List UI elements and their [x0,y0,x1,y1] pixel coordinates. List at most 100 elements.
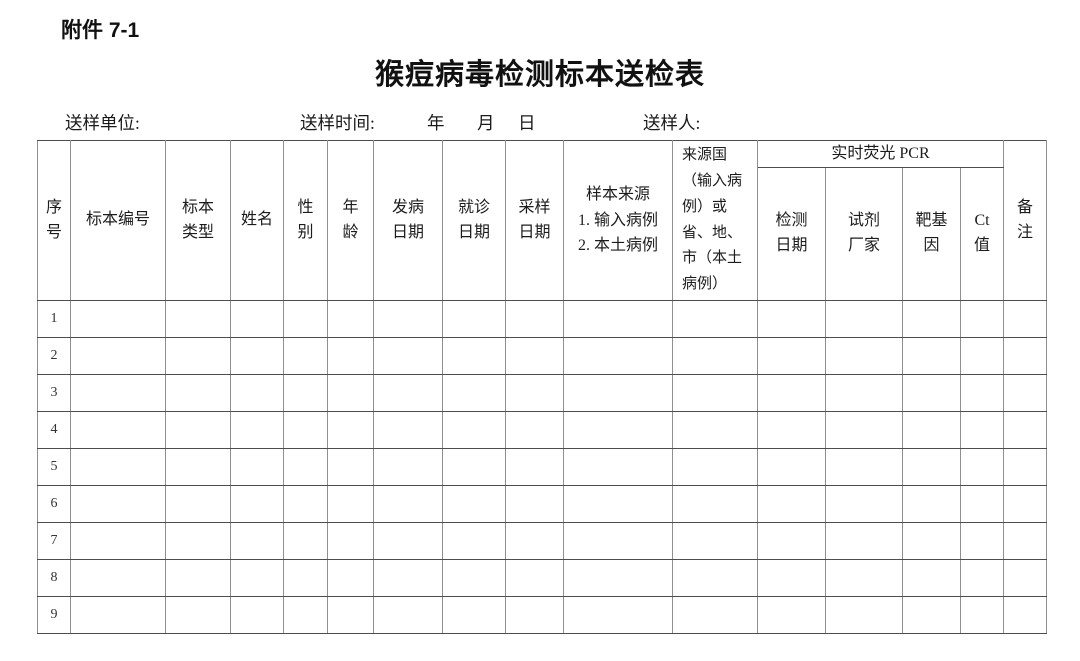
empty-cell [902,448,961,486]
empty-cell [1003,374,1047,412]
empty-cell [442,522,506,560]
empty-cell [505,485,564,523]
column-header-age: 年 龄 [327,140,374,301]
empty-cell [327,596,374,634]
empty-cell [505,374,564,412]
empty-cell [283,448,328,486]
empty-cell [1003,596,1047,634]
empty-cell [902,522,961,560]
empty-cell [283,374,328,412]
empty-cell [960,300,1004,338]
empty-cell [283,559,328,597]
empty-cell [283,300,328,338]
table-row: 5 [37,448,1047,486]
empty-cell [230,411,284,449]
empty-cell [442,374,506,412]
empty-cell [442,337,506,375]
attachment-label: 附件 7-1 [61,19,140,42]
empty-cell [373,300,443,338]
meta-row: 送样单位: 送样时间: 年 月 日 送样人: [0,110,1080,136]
empty-cell [165,411,231,449]
column-header-specimen-type: 标本 类型 [165,140,231,301]
empty-cell [757,300,826,338]
empty-cell [825,596,903,634]
column-header-visit-date: 就诊 日期 [442,140,506,301]
empty-cell [327,411,374,449]
empty-cell [902,300,961,338]
empty-cell [757,522,826,560]
empty-cell [563,337,673,375]
empty-cell [70,559,166,597]
empty-cell [563,596,673,634]
specimen-table: 序 号 标本编号 标本 类型 姓名 性 别 年 龄 发病 日期 就诊 日期 采样… [37,140,1047,634]
empty-cell [825,374,903,412]
empty-cell [70,337,166,375]
empty-cell [757,337,826,375]
empty-cell [230,522,284,560]
empty-cell [672,522,758,560]
empty-cell [960,448,1004,486]
empty-cell [165,485,231,523]
empty-cell [960,485,1004,523]
empty-cell [70,448,166,486]
empty-cell [505,300,564,338]
row-number-cell: 3 [37,374,71,412]
column-header-gender: 性 别 [283,140,328,301]
column-header-remark: 备 注 [1003,140,1047,301]
empty-cell [327,374,374,412]
empty-cell [757,374,826,412]
empty-cell [757,448,826,486]
empty-cell [505,411,564,449]
empty-cell [442,448,506,486]
empty-cell [825,337,903,375]
empty-cell [283,522,328,560]
empty-cell [230,337,284,375]
empty-cell [505,337,564,375]
row-number-cell: 4 [37,411,71,449]
table-row: 9 [37,596,1047,634]
empty-cell [165,559,231,597]
row-number-cell: 8 [37,559,71,597]
empty-cell [825,448,903,486]
pcr-group-header: 实时荧光 PCR [757,140,1004,168]
empty-cell [825,559,903,597]
empty-cell [70,300,166,338]
empty-cell [373,374,443,412]
column-header-target-gene: 靶基 因 [902,167,961,301]
empty-cell [373,485,443,523]
empty-cell [442,300,506,338]
empty-cell [327,300,374,338]
empty-cell [757,485,826,523]
empty-cell [672,448,758,486]
empty-cell [70,522,166,560]
empty-cell [230,596,284,634]
empty-cell [283,411,328,449]
row-number-cell: 9 [37,596,71,634]
table-row: 6 [37,485,1047,523]
empty-cell [563,522,673,560]
empty-cell [373,448,443,486]
empty-cell [825,411,903,449]
row-number-cell: 5 [37,448,71,486]
empty-cell [960,559,1004,597]
empty-cell [563,485,673,523]
empty-cell [1003,300,1047,338]
empty-cell [1003,522,1047,560]
empty-cell [563,448,673,486]
row-number-cell: 7 [37,522,71,560]
empty-cell [442,559,506,597]
empty-cell [757,411,826,449]
empty-cell [672,300,758,338]
table-row: 4 [37,411,1047,449]
empty-cell [327,337,374,375]
empty-cell [902,374,961,412]
empty-cell [563,411,673,449]
specimen-table-wrap: 序 号 标本编号 标本 类型 姓名 性 别 年 龄 发病 日期 就诊 日期 采样… [37,140,1047,634]
empty-cell [505,596,564,634]
empty-cell [165,596,231,634]
empty-cell [757,596,826,634]
empty-cell [1003,448,1047,486]
empty-cell [70,596,166,634]
